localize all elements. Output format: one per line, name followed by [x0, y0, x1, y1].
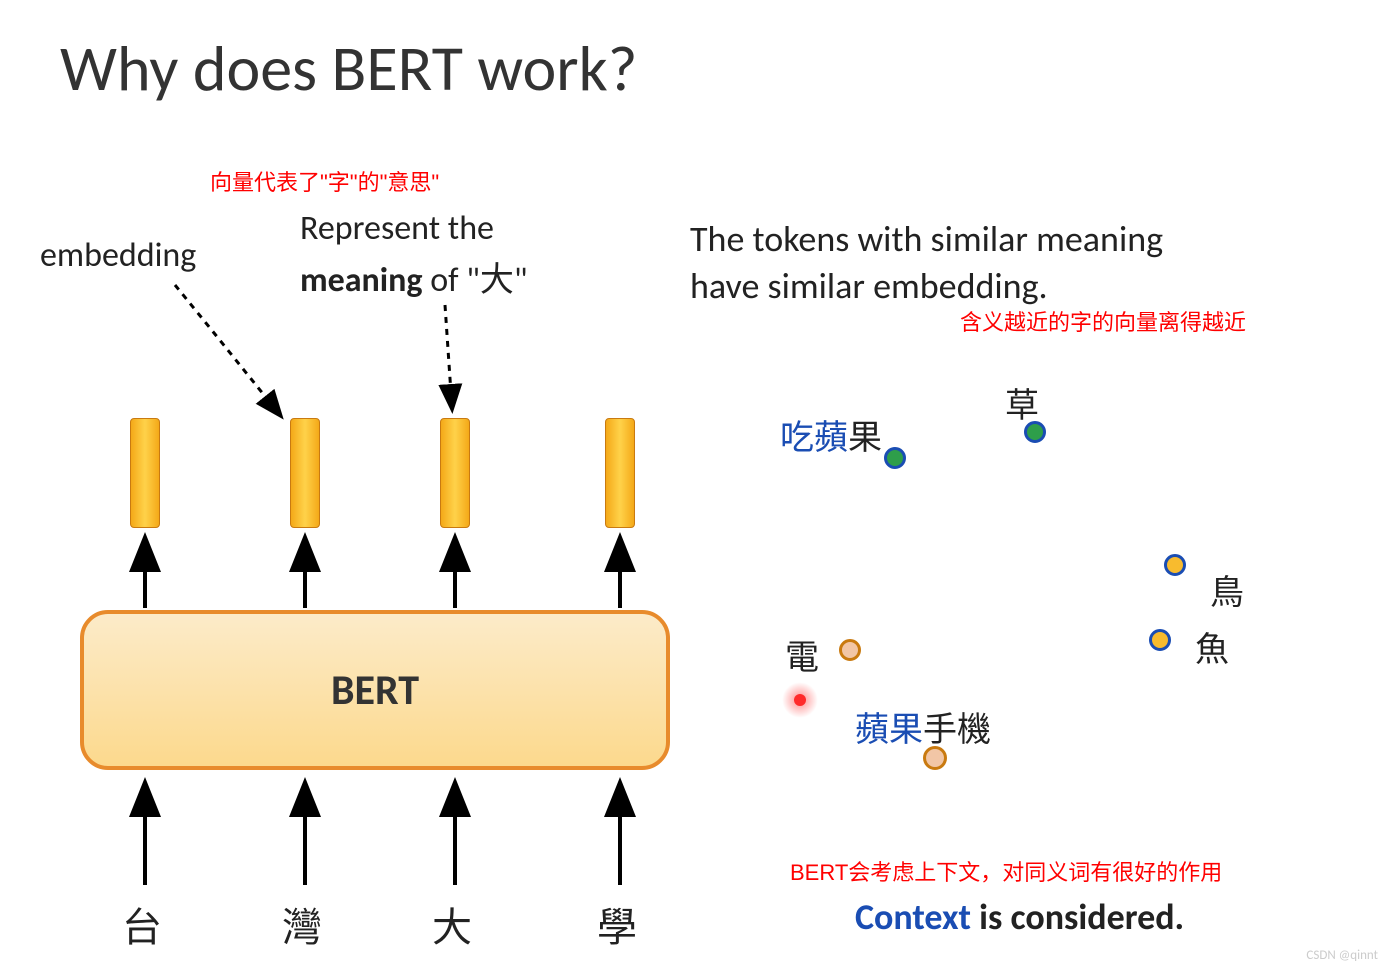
- watermark: CSDN @qinnt: [1306, 948, 1378, 963]
- scatter-point-bird: [1164, 554, 1186, 576]
- scatter-point-apple-phone: [923, 746, 947, 770]
- represent-line2: meaning of "大": [300, 252, 527, 301]
- scatter-label-apple-eat: 吃蘋果: [780, 410, 882, 459]
- scatter-point-apple-eat: [884, 447, 906, 469]
- context-rest: is considered.: [971, 895, 1184, 939]
- annotation-top: 向量代表了"字"的"意思": [210, 165, 439, 197]
- input-char-1: 台: [122, 895, 162, 953]
- scatter-point-electric: [839, 639, 861, 661]
- diagram-arrows: [0, 0, 1393, 971]
- scatter-point-grass: [1024, 421, 1046, 443]
- right-headline-2: have similar embedding.: [690, 262, 1048, 311]
- represent-line1: Represent the: [300, 208, 494, 249]
- embedding-bar-4: [605, 418, 635, 528]
- context-line: Context is considered.: [855, 895, 1184, 939]
- scatter-label-bird: 鳥: [1210, 565, 1244, 614]
- bert-label: BERT: [331, 665, 419, 716]
- embedding-label: embedding: [40, 235, 196, 276]
- bert-box: BERT: [80, 610, 670, 770]
- right-headline-1: The tokens with similar meaning: [690, 215, 1163, 264]
- annotation-bottom: BERT会考虑上下文，对同义词有很好的作用: [790, 855, 1222, 887]
- embedding-bar-3: [440, 418, 470, 528]
- scatter-label-grass: 草: [1005, 378, 1039, 427]
- input-char-2: 灣: [282, 895, 322, 953]
- scatter-point-red: [794, 694, 806, 706]
- context-blue: Context: [855, 895, 971, 939]
- embedding-bar-2: [290, 418, 320, 528]
- embedding-bar-1: [130, 418, 160, 528]
- scatter-label-electric: 電: [785, 630, 819, 679]
- scatter-label-fish: 魚: [1195, 622, 1229, 671]
- represent-rest: of "大": [423, 260, 528, 301]
- scatter-label-apple-phone: 蘋果手機: [855, 702, 991, 751]
- page-title: Why does BERT work?: [60, 30, 637, 108]
- represent-bold: meaning: [300, 260, 423, 301]
- scatter-point-fish: [1149, 629, 1171, 651]
- input-char-3: 大: [432, 895, 472, 953]
- input-char-4: 學: [597, 895, 637, 953]
